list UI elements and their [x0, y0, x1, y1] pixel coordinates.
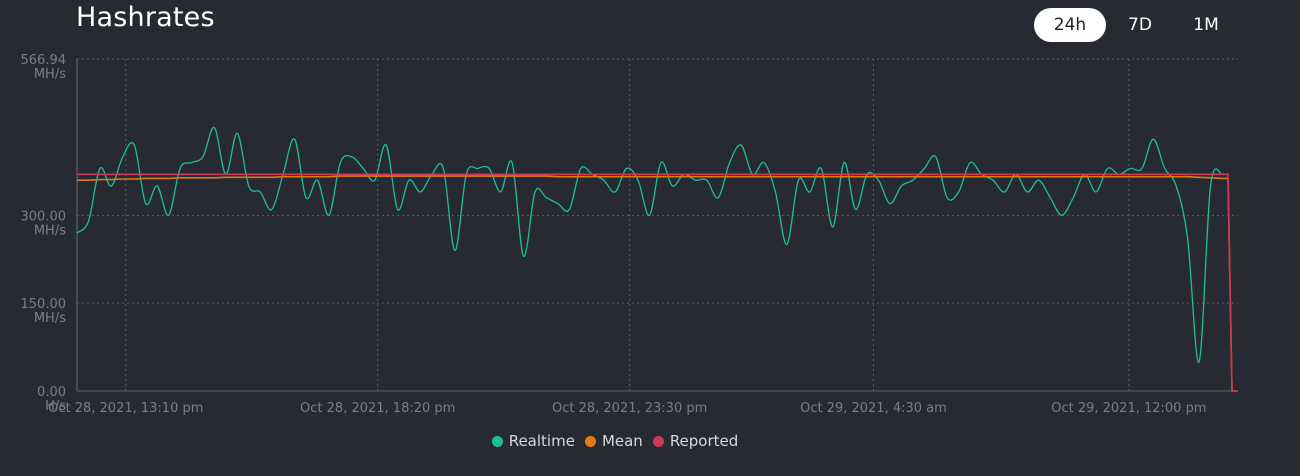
- tab-1m[interactable]: 1M: [1193, 15, 1219, 35]
- chart-legend: Realtime Mean Reported: [0, 432, 1230, 450]
- x-tick-label: Oct 29, 2021, 12:00 pm: [1051, 401, 1206, 416]
- chart-title: Hashrates: [76, 2, 215, 33]
- y-tick-unit: MH/s: [34, 311, 66, 326]
- x-tick-label: Oct 29, 2021, 4:30 am: [800, 401, 947, 416]
- tab-7d[interactable]: 7D: [1128, 15, 1152, 35]
- legend-label-mean: Mean: [601, 432, 643, 450]
- y-tick-label: 150.00: [21, 297, 67, 312]
- y-tick-label: 300.00: [21, 209, 67, 224]
- y-tick-unit: MH/s: [34, 223, 66, 238]
- legend-dot-reported: [652, 435, 664, 447]
- legend-item-reported[interactable]: Reported: [652, 432, 739, 450]
- x-tick-label: Oct 28, 2021, 18:20 pm: [300, 401, 455, 416]
- legend-item-realtime[interactable]: Realtime: [491, 432, 575, 450]
- legend-dot-mean: [584, 435, 596, 447]
- series-line-realtime: [76, 126, 1223, 363]
- y-tick-unit: H/s: [45, 399, 66, 414]
- time-range-tabs: 24h 7D 1M: [1034, 8, 1240, 42]
- x-tick-label: Oct 28, 2021, 13:10 pm: [48, 401, 203, 416]
- y-tick-label: 566.94: [21, 53, 67, 68]
- legend-label-realtime: Realtime: [508, 432, 575, 450]
- legend-label-reported: Reported: [669, 432, 739, 450]
- tab-24h[interactable]: 24h: [1034, 8, 1106, 42]
- y-tick-label: 0.00: [37, 385, 66, 400]
- legend-item-mean[interactable]: Mean: [584, 432, 643, 450]
- x-tick-label: Oct 28, 2021, 23:30 pm: [552, 401, 707, 416]
- legend-dot-realtime: [491, 435, 503, 447]
- series-line-reported: [77, 173, 1238, 392]
- y-tick-unit: MH/s: [34, 67, 66, 82]
- series-line-mean: [77, 175, 1238, 392]
